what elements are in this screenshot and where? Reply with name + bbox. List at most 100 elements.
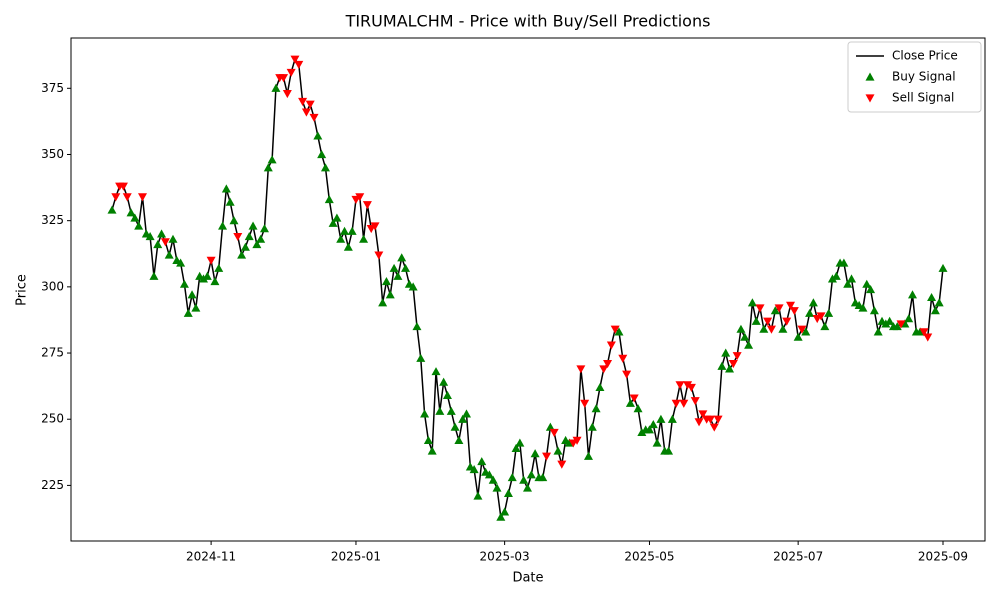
buy-marker <box>336 234 346 243</box>
buy-marker <box>477 457 487 466</box>
sell-marker <box>298 97 308 107</box>
buy-marker <box>873 327 883 336</box>
buy-marker <box>332 213 342 222</box>
sell-marker <box>896 320 906 329</box>
buy-marker <box>736 324 746 333</box>
sell-marker <box>160 238 170 247</box>
buy-marker <box>473 491 483 500</box>
buy-marker <box>507 472 517 482</box>
buy-marker <box>328 218 338 227</box>
sell-marker <box>622 370 632 379</box>
sell-marker <box>774 304 784 313</box>
buy-marker <box>747 298 757 307</box>
buy-marker <box>805 308 815 317</box>
buy-marker <box>515 438 525 447</box>
sell-marker <box>279 74 289 83</box>
sell-marker <box>286 68 296 77</box>
buy-marker <box>446 406 456 415</box>
buy-marker <box>450 422 460 431</box>
x-axis-label: Date <box>512 571 543 586</box>
buy-marker <box>389 263 399 272</box>
buy-marker <box>667 414 677 423</box>
buy-marker <box>633 404 643 413</box>
buy-marker <box>530 449 540 458</box>
buy-marker <box>614 327 624 336</box>
buy-marker <box>827 274 837 283</box>
buy-marker <box>496 512 506 521</box>
sell-marker <box>305 100 315 109</box>
sell-marker <box>610 325 620 334</box>
buy-marker <box>458 414 468 423</box>
buy-marker <box>820 322 830 331</box>
buy-marker <box>927 292 937 302</box>
buy-marker <box>313 131 323 140</box>
sell-marker <box>789 307 799 316</box>
buy-marker <box>256 234 266 243</box>
sell-marker <box>542 452 552 461</box>
sell-marker <box>549 428 559 437</box>
buy-marker <box>420 409 430 418</box>
buy-marker <box>881 319 891 328</box>
buy-marker <box>843 279 853 288</box>
buy-marker <box>187 290 197 299</box>
legend-box <box>847 41 982 113</box>
buy-marker <box>134 221 144 230</box>
buy-marker <box>153 239 163 249</box>
y-tick-label: 225 <box>41 478 64 492</box>
sell-marker <box>206 256 216 265</box>
sell-marker <box>370 222 380 231</box>
sell-marker <box>755 304 765 313</box>
sell-marker <box>301 108 311 117</box>
buy-marker <box>198 274 208 283</box>
buy-marker <box>583 451 593 460</box>
buy-marker <box>648 420 658 429</box>
buy-marker <box>340 226 350 235</box>
sell-marker <box>679 399 689 408</box>
sell-marker <box>603 360 613 369</box>
buy-marker <box>908 290 918 299</box>
buy-marker <box>183 308 193 317</box>
y-tick-label: 350 <box>41 147 64 161</box>
sell-marker <box>816 312 826 321</box>
buy-marker <box>824 308 834 317</box>
sell-marker <box>683 381 693 390</box>
x-tick-label: 2025-09 <box>918 550 968 564</box>
buy-marker <box>126 208 136 217</box>
buy-marker <box>202 271 212 280</box>
buy-marker <box>210 277 220 286</box>
buy-marker <box>176 258 186 267</box>
sell-marker <box>576 365 586 374</box>
buy-marker <box>439 377 449 386</box>
buy-marker <box>523 483 532 492</box>
buy-marker <box>423 435 433 444</box>
buy-marker <box>263 163 273 172</box>
buy-marker <box>107 205 117 214</box>
buy-marker <box>740 332 750 341</box>
sell-marker <box>698 410 708 419</box>
buy-marker <box>839 258 849 267</box>
buy-marker <box>644 425 654 434</box>
buy-marker <box>393 271 403 280</box>
chart-title: TIRUMALCHM - Price with Buy/Sell Predict… <box>345 12 711 31</box>
buy-marker <box>408 282 418 291</box>
buy-marker <box>488 475 498 484</box>
buy-marker <box>930 306 940 315</box>
buy-marker <box>744 340 754 349</box>
buy-marker <box>934 298 944 307</box>
y-tick-label: 275 <box>41 346 64 360</box>
buy-marker <box>324 194 334 204</box>
buy-marker <box>252 239 262 249</box>
sell-marker <box>606 341 616 350</box>
sell-marker <box>728 360 738 369</box>
buy-marker <box>168 234 178 243</box>
buy-marker <box>595 382 605 392</box>
sell-marker <box>766 325 776 334</box>
sell-marker <box>671 399 681 408</box>
buy-marker <box>416 353 426 362</box>
sell-marker <box>282 89 292 99</box>
sell-marker <box>374 251 384 260</box>
buy-marker <box>271 83 281 92</box>
buy-marker <box>862 279 872 288</box>
x-tick-label: 2025-03 <box>480 550 530 564</box>
buy-marker <box>904 314 914 323</box>
